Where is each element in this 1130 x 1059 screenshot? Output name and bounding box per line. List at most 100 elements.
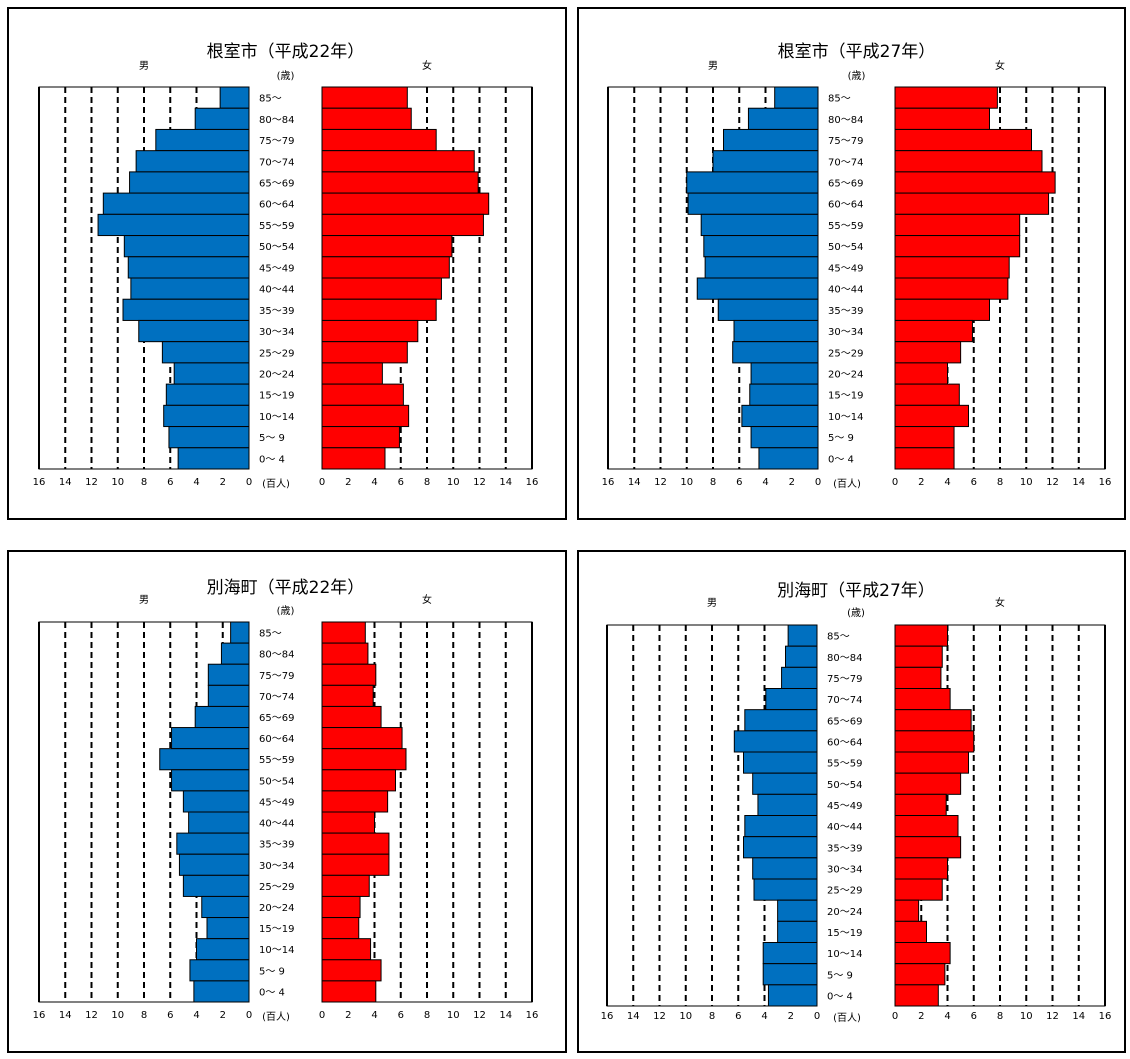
male-tick-label: 6 bbox=[167, 1010, 173, 1021]
female-tick-label: 8 bbox=[997, 477, 1003, 488]
age-category-label: 55～59 bbox=[828, 221, 863, 232]
male-bar bbox=[194, 107, 250, 130]
male-bar bbox=[704, 256, 819, 279]
male-bar bbox=[752, 772, 818, 795]
age-category-label: 40～44 bbox=[259, 819, 294, 830]
male-bar bbox=[767, 984, 818, 1007]
male-tick-label: 6 bbox=[167, 477, 173, 488]
male-label: 男 bbox=[139, 594, 149, 606]
female-label: 女 bbox=[995, 59, 1005, 72]
male-bar bbox=[176, 832, 250, 855]
female-bar bbox=[321, 895, 361, 919]
female-tick-label: 16 bbox=[1099, 477, 1112, 488]
male-tick-label: 2 bbox=[789, 477, 795, 488]
male-bar bbox=[220, 642, 250, 665]
age-category-label: 70～74 bbox=[827, 695, 862, 706]
female-bar bbox=[894, 192, 1050, 215]
male-tick-label: 4 bbox=[193, 477, 199, 488]
female-bar bbox=[894, 815, 959, 838]
age-category-label: 45～49 bbox=[828, 263, 863, 274]
female-bar bbox=[321, 128, 437, 152]
age-category-label: 85～ bbox=[259, 94, 282, 105]
male-tick-label: 14 bbox=[59, 1010, 72, 1021]
female-tick-label: 8 bbox=[997, 1011, 1003, 1022]
age-category-label: 75～79 bbox=[259, 136, 294, 147]
age-category-label: 65～69 bbox=[827, 716, 862, 727]
age-category-label: 25～29 bbox=[259, 882, 294, 893]
age-category-label: 5～ 9 bbox=[827, 970, 853, 981]
male-label: 男 bbox=[139, 60, 149, 72]
female-bar bbox=[894, 107, 990, 130]
male-bar bbox=[732, 341, 819, 364]
male-tick-label: 4 bbox=[762, 477, 768, 488]
male-bar bbox=[123, 235, 250, 258]
pyramid-chart: 別海町（平成27年）男 女(歳)85～80～8475～7970～7465～6960… bbox=[601, 581, 1112, 1024]
female-tick-label: 0 bbox=[319, 1010, 325, 1021]
female-bar bbox=[894, 383, 960, 406]
female-bar bbox=[894, 447, 955, 470]
age-category-label: 20～24 bbox=[827, 907, 862, 918]
age-category-label: 25～29 bbox=[827, 886, 862, 897]
age-category-label: 55～59 bbox=[259, 221, 294, 232]
female-bar bbox=[894, 319, 973, 343]
male-bar bbox=[165, 383, 250, 406]
male-bar bbox=[777, 899, 818, 922]
female-tick-label: 12 bbox=[1046, 1011, 1059, 1022]
male-bar bbox=[758, 447, 819, 470]
male-bar bbox=[744, 815, 818, 838]
female-bar bbox=[894, 942, 951, 965]
male-tick-label: 4 bbox=[761, 1011, 767, 1022]
male-bar bbox=[749, 383, 819, 406]
age-category-label: 20～24 bbox=[828, 370, 863, 381]
age-category-label: 5～ 9 bbox=[259, 966, 285, 977]
female-tick-label: 6 bbox=[971, 1011, 977, 1022]
age-category-label: 65～69 bbox=[828, 179, 863, 190]
age-unit-label: (歳) bbox=[848, 70, 866, 82]
male-bar bbox=[102, 192, 250, 215]
female-bar bbox=[321, 959, 382, 982]
male-bar bbox=[777, 920, 818, 944]
female-bar bbox=[321, 86, 408, 109]
chart-panel-nemuro-h27: 根室市（平成27年）男女 (歳) 85～ 80～84 75～79 70～74 65～69 60… bbox=[577, 7, 1126, 520]
female-tick-label: 4 bbox=[371, 1010, 377, 1021]
male-bar bbox=[787, 624, 818, 647]
male-tick-label: 10 bbox=[111, 477, 124, 488]
male-bar bbox=[97, 213, 250, 237]
female-tick-label: 10 bbox=[1020, 1011, 1033, 1022]
male-bar bbox=[752, 857, 818, 880]
male-label: 男 bbox=[708, 60, 718, 72]
female-tick-label: 10 bbox=[1020, 477, 1033, 488]
male-tick-label: 0 bbox=[815, 477, 821, 488]
male-bar bbox=[762, 942, 818, 965]
female-bar bbox=[894, 772, 962, 795]
male-bar bbox=[750, 426, 819, 449]
female-bar bbox=[894, 277, 1009, 300]
female-tick-label: 14 bbox=[1072, 1011, 1085, 1022]
age-category-label: 5～ 9 bbox=[828, 433, 854, 444]
female-bar bbox=[894, 235, 1021, 258]
male-bar bbox=[687, 192, 819, 215]
male-bar bbox=[129, 171, 250, 194]
age-category-label: 10～14 bbox=[827, 949, 862, 960]
chart-panel-nemuro-h22: 根室市（平成22年）男女 (歳) 85～ 80～84 75～79 70～74 65～69 60… bbox=[7, 7, 567, 520]
female-tick-label: 6 bbox=[398, 1010, 404, 1021]
female-bar bbox=[894, 213, 1021, 237]
chart-title: 根室市（平成27年） bbox=[778, 42, 936, 62]
female-bar bbox=[321, 426, 400, 449]
male-bar bbox=[700, 213, 819, 237]
female-bar bbox=[321, 790, 389, 813]
female-bar bbox=[894, 793, 947, 816]
age-category-label: 40～44 bbox=[827, 822, 862, 833]
age-category-label: 60～64 bbox=[828, 200, 863, 211]
male-bar bbox=[173, 362, 250, 385]
male-bar bbox=[193, 980, 250, 1003]
female-tick-label: 0 bbox=[892, 477, 898, 488]
male-bar bbox=[182, 874, 250, 897]
female-bar bbox=[321, 383, 404, 406]
age-category-label: 45～49 bbox=[827, 801, 862, 812]
female-tick-label: 2 bbox=[918, 1011, 924, 1022]
female-bar bbox=[321, 213, 484, 237]
age-category-label: 65～69 bbox=[259, 713, 294, 724]
female-tick-label: 4 bbox=[944, 1011, 950, 1022]
female-bar bbox=[894, 298, 990, 321]
